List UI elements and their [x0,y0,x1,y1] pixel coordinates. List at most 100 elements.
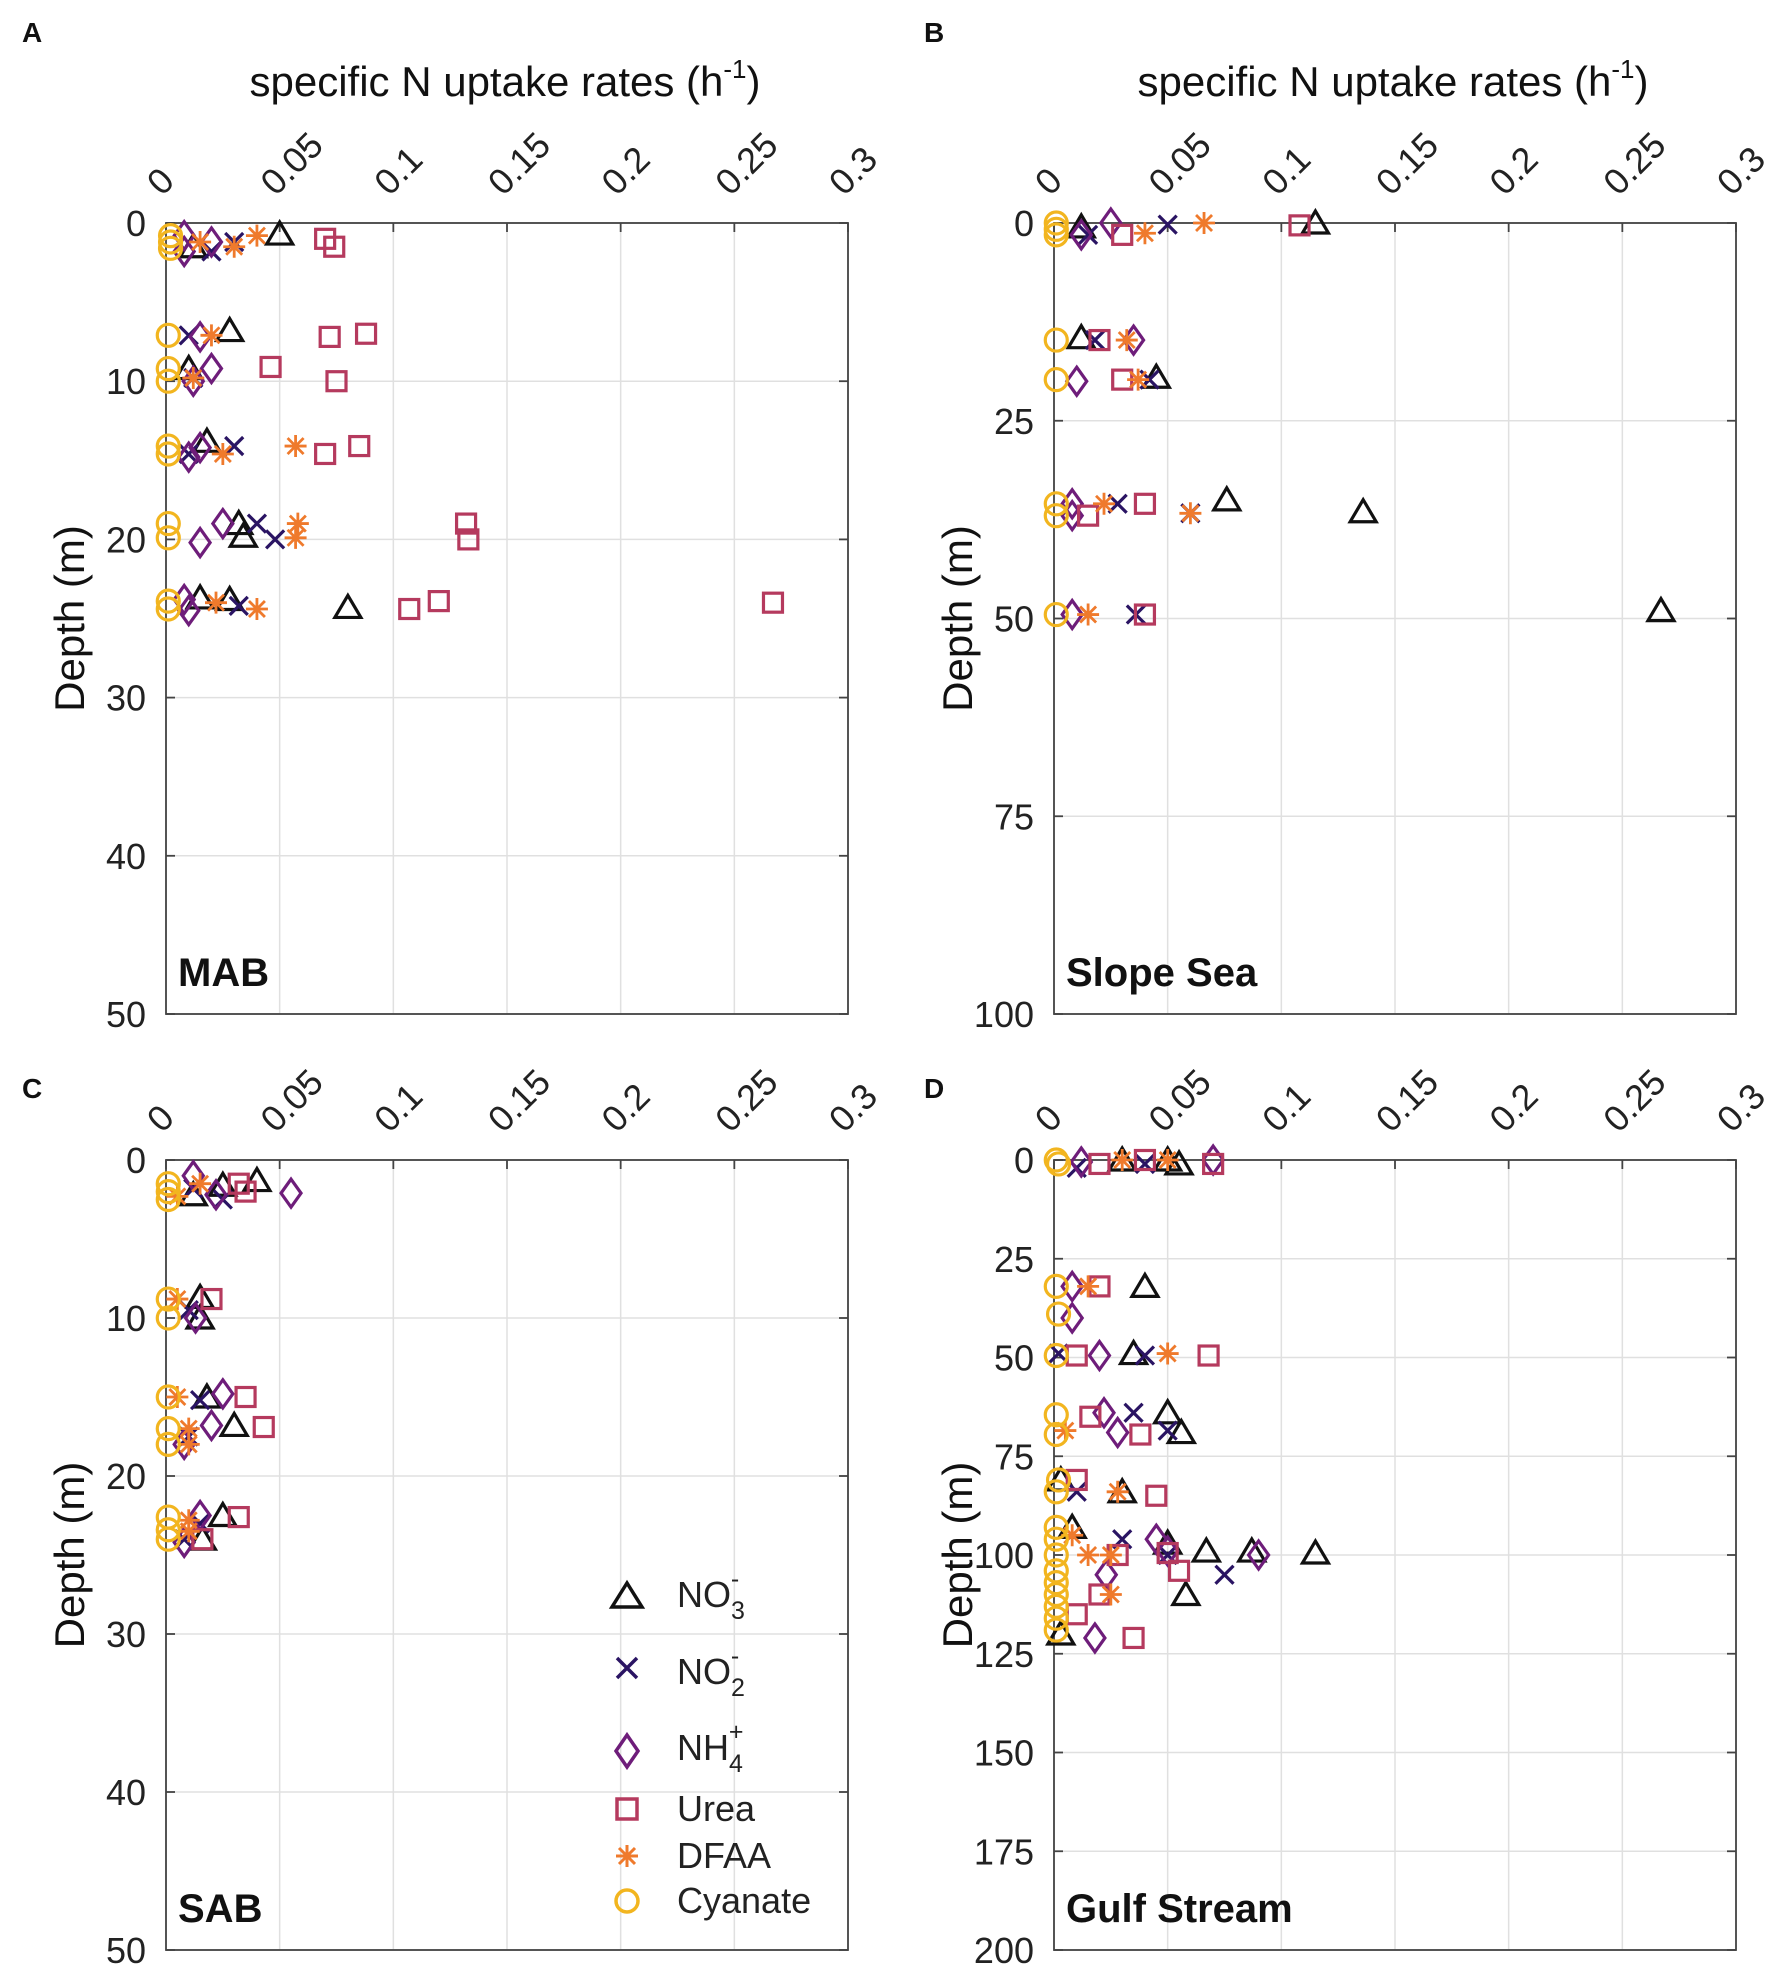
y-tick-label: 10 [106,1298,146,1339]
data-point-dfaa [284,435,307,458]
data-point-nh4 [1105,1415,1130,1450]
y-tick-label: 30 [106,678,146,719]
data-point-cyanate [1043,1421,1069,1448]
data-point-cyanate [155,1517,181,1543]
series-cyanate [1043,1147,1072,1643]
y-tick-label: 75 [994,1436,1034,1477]
data-point-dfaa [177,1433,200,1456]
data-point-dfaa [1156,1342,1179,1365]
panel-a-x-axis-title: specific N uptake rates (h-1) [250,54,761,105]
legend-label-no2: NO2- [677,1642,745,1702]
data-point-dfaa [1133,222,1156,245]
data-point-no2 [1157,1420,1178,1441]
panel-letter: C [22,1073,42,1104]
data-point-cyanate [155,441,181,467]
y-tick-label: 125 [974,1634,1034,1675]
series-cyanate [1043,210,1069,628]
data-point-no3 [1151,1397,1184,1425]
data-point-cyanate [1043,210,1069,236]
legend-label-dfaa: DFAA [677,1835,771,1876]
y-tick-label: 50 [106,994,146,1035]
data-point-nh4 [1060,1301,1085,1335]
series-dfaa [1077,212,1216,626]
data-point-cyanate [1045,1301,1072,1327]
data-point-cyanate [155,1305,181,1331]
data-point-cyanate [155,510,181,537]
data-point-cyanate [1043,1570,1069,1596]
legend-item-dfaa: DFAA [616,1835,771,1876]
data-point-no3 [1165,1417,1198,1445]
data-point-nh4 [172,218,197,253]
legend-item-no3: NO3- [608,1565,745,1625]
data-point-cyanate [1043,503,1069,529]
data-point-nh4 [204,1178,228,1212]
data-point-urea [234,1180,257,1203]
data-point-nh4 [1098,206,1123,240]
series-cyanate [155,223,184,622]
series-cyanate [155,1171,181,1552]
y-tick-label: 75 [994,796,1034,837]
data-point-cyanate [155,1431,181,1458]
data-point-cyanate [155,1286,181,1312]
legend-item-urea: Urea [615,1788,756,1829]
panel-letter: D [924,1073,944,1104]
data-point-cyanate [1045,1467,1072,1493]
data-point-cyanate [1043,1514,1069,1540]
data-point-urea [1129,1423,1152,1446]
data-point-nh4 [1082,1621,1107,1655]
data-point-urea [234,1385,257,1409]
y-tick-label: 30 [106,1614,146,1655]
data-point-cyanate [155,355,181,382]
data-point-dfaa [1061,1524,1084,1547]
data-point-nh4 [188,430,213,465]
region-label: MAB [178,951,269,995]
data-point-dfaa [177,1417,200,1440]
data-point-cyanate [1043,601,1069,628]
legend-label-no3: NO3- [677,1565,745,1625]
y-tick-label: 50 [106,1930,146,1971]
data-point-no3 [213,315,246,343]
legend-item-cyanate: Cyanate [614,1880,811,1921]
data-point-nh4 [1144,1522,1169,1556]
data-point-nh4 [1246,1538,1271,1572]
data-point-no3 [218,1410,251,1438]
data-point-urea [1079,1405,1102,1428]
series-dfaa [166,1172,212,1543]
y-tick-label: 0 [126,203,146,244]
data-point-urea [259,355,282,379]
data-point-urea [1288,214,1311,237]
data-point-nh4 [1155,1534,1180,1568]
y-tick-label: 0 [1014,1140,1034,1181]
y-tick-label: 20 [106,519,146,560]
data-point-dfaa [211,442,234,465]
legend-cross-marker [615,1656,639,1680]
series-urea [1065,1148,1225,1650]
data-point-no2 [1066,1481,1087,1502]
data-point-dfaa [1115,329,1138,352]
data-point-urea [227,1505,250,1529]
y-tick-label: 40 [106,836,146,877]
data-point-dfaa [1111,1149,1134,1171]
data-point-no3 [241,1165,273,1193]
data-point-dfaa [177,1520,200,1543]
data-point-cyanate [1043,1273,1069,1300]
y-tick-label: 25 [994,1239,1034,1280]
data-point-urea [457,528,480,551]
y-tick-label: 40 [106,1772,146,1813]
data-point-cyanate [1045,1151,1072,1177]
region-label: Gulf Stream [1066,1887,1293,1931]
legend-diamond-marker [613,1731,641,1771]
series-nh4 [172,218,235,628]
panel-letter: A [22,17,42,48]
y-tick-label: 100 [974,1535,1034,1576]
y-tick-label: 100 [974,994,1034,1035]
data-point-cyanate [155,1526,181,1552]
data-point-cyanate [155,368,181,394]
data-point-dfaa [286,512,309,535]
data-point-no3 [1170,1579,1202,1607]
data-point-no2 [1214,1564,1235,1585]
data-point-urea [454,512,478,535]
region-label: SAB [178,1887,262,1931]
